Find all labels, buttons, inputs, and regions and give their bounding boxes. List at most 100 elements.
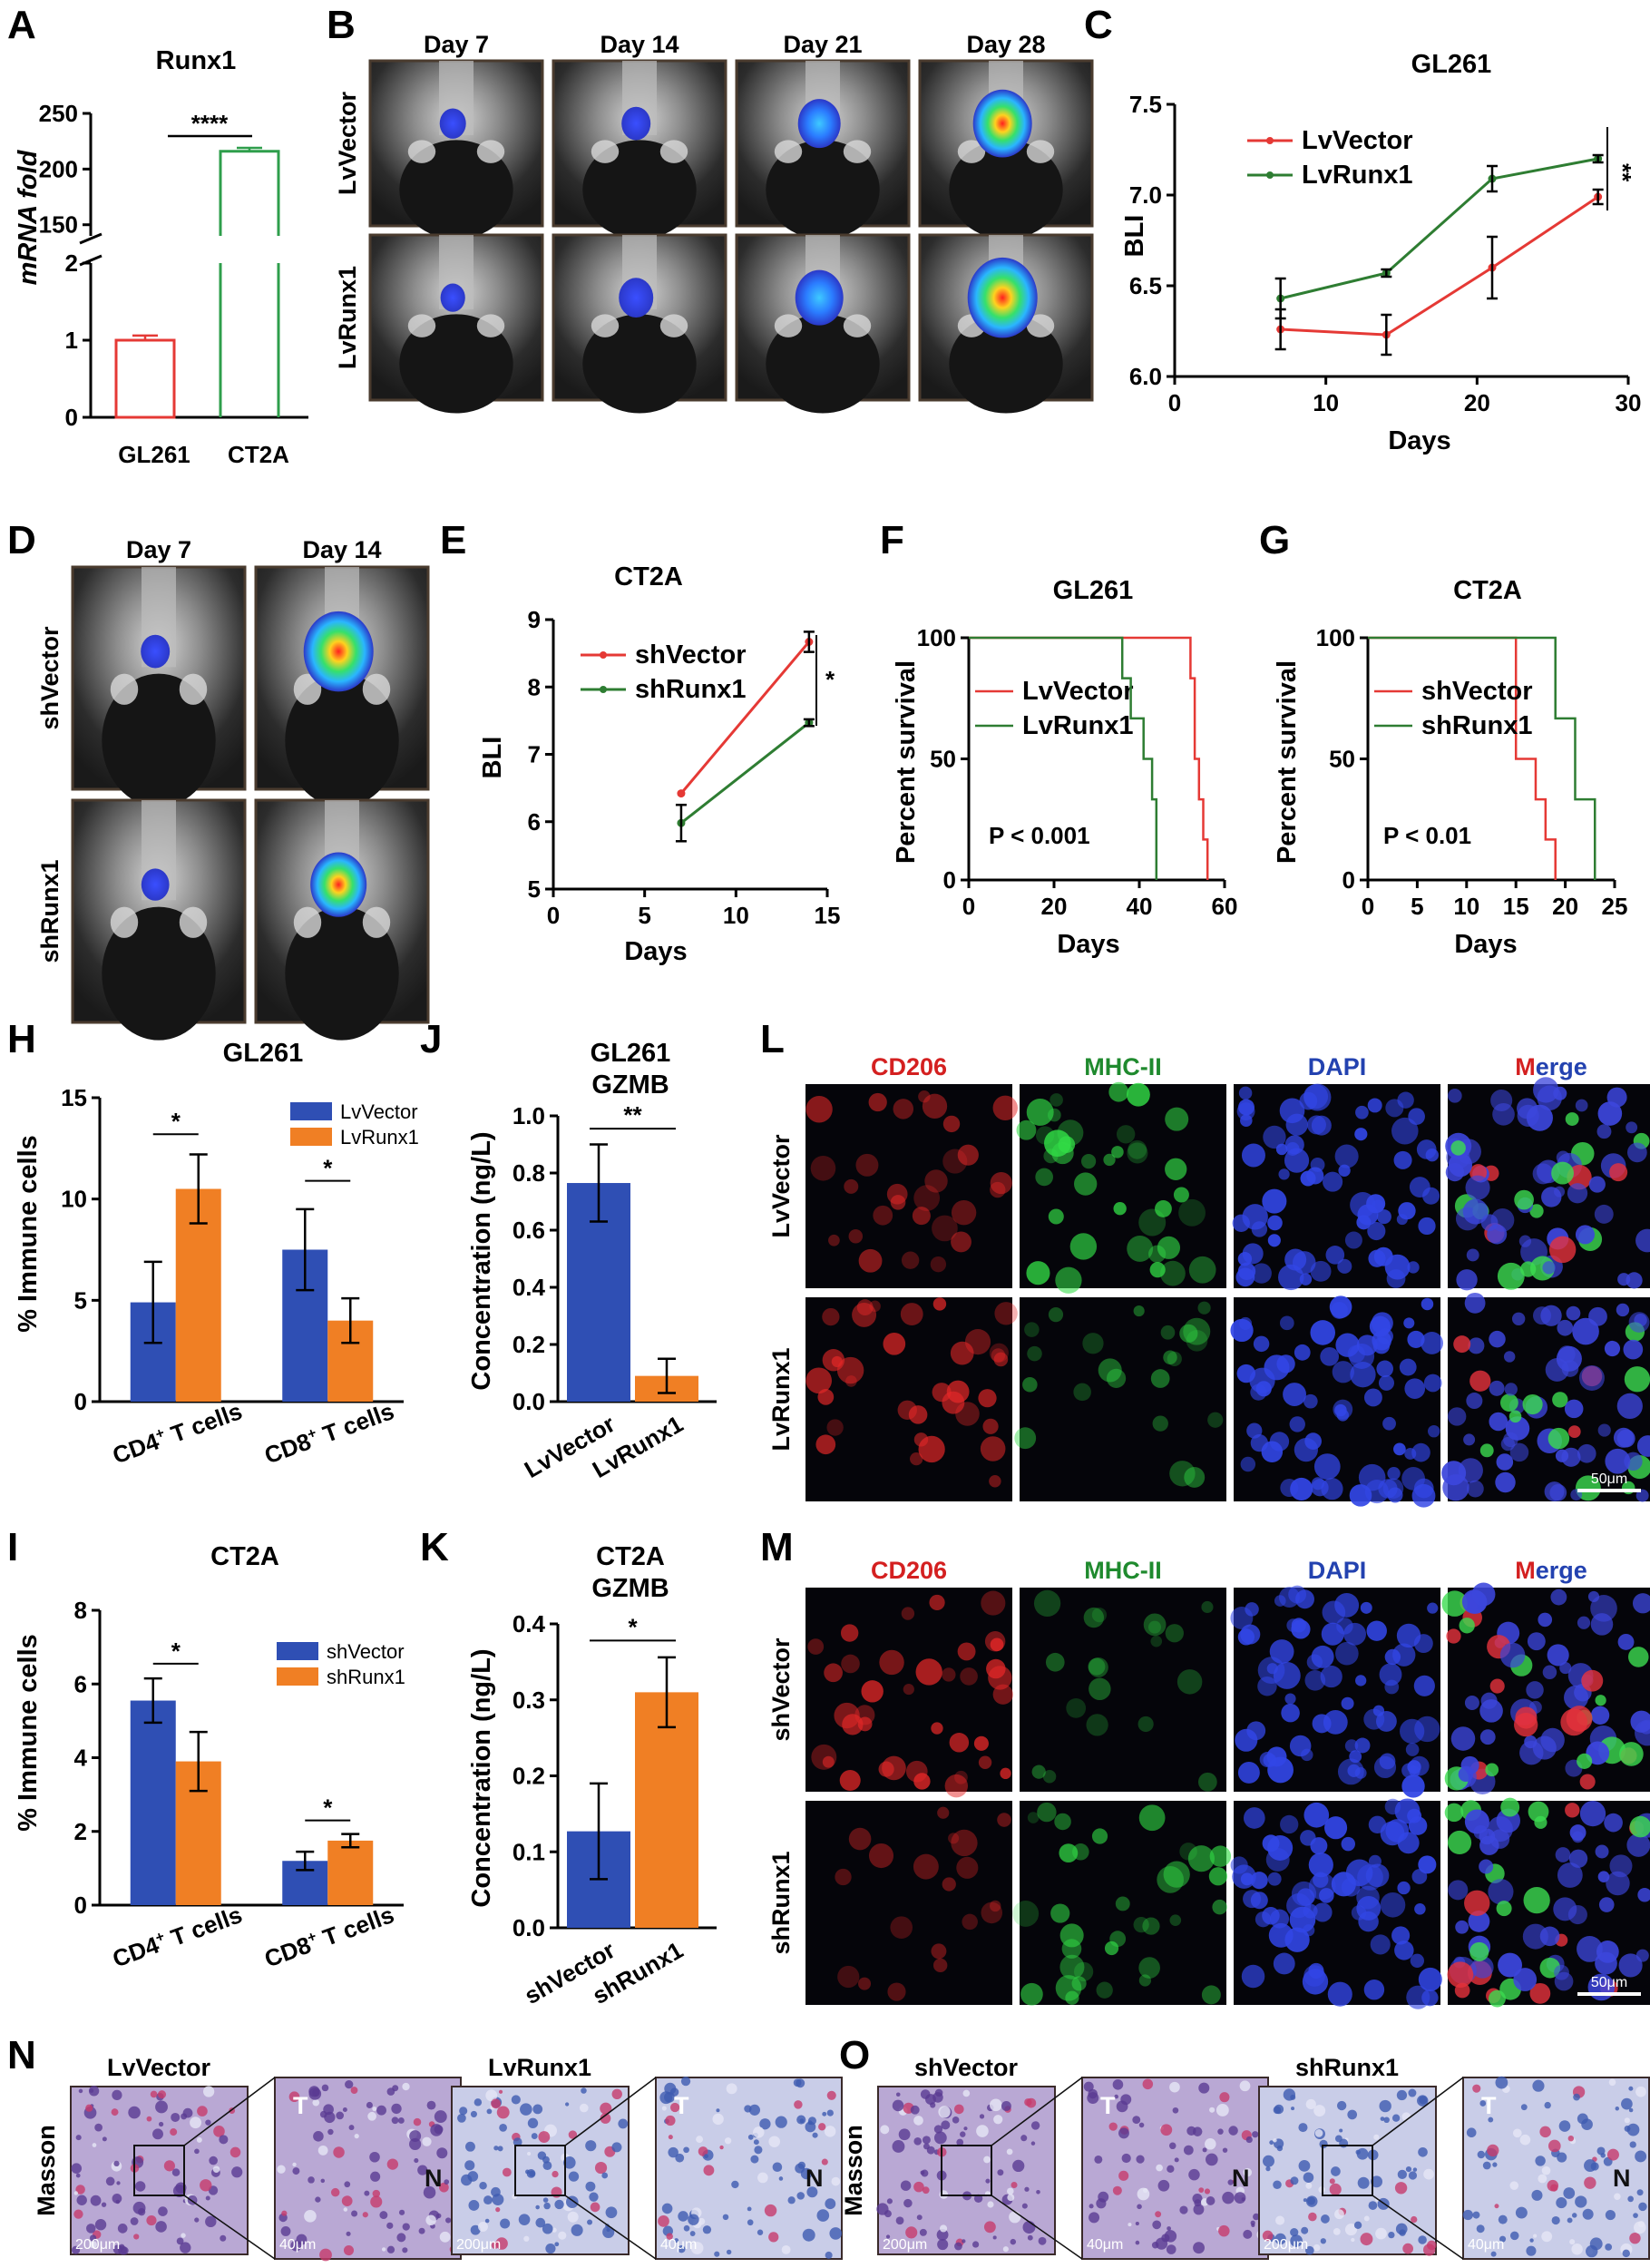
cell	[1529, 1204, 1544, 1218]
zoom-connector	[991, 2077, 1083, 2146]
cell	[1542, 1261, 1556, 1275]
tissue-spot	[292, 2167, 300, 2175]
tissue-spot	[76, 2195, 87, 2205]
tissue-spot	[345, 2079, 354, 2089]
channel-label-part: erge	[1536, 1557, 1587, 1584]
tissue-spot	[1205, 2137, 1216, 2150]
cell	[1250, 1872, 1268, 1890]
cell	[948, 1833, 960, 1844]
tissue-spot	[1089, 2212, 1100, 2224]
zoom-box	[514, 2145, 566, 2196]
tissue-spot	[315, 2196, 321, 2203]
significance-mark-E: *	[825, 666, 835, 693]
cell	[982, 1418, 999, 1434]
chart-title-k-line1: CT2A	[596, 1542, 665, 1571]
tissue-spot	[678, 2245, 686, 2253]
tissue-spot	[802, 2228, 815, 2242]
tissue-spot	[171, 2168, 181, 2176]
bioluminescence-signal	[972, 89, 1032, 158]
tissue-spot	[1132, 2116, 1141, 2125]
bar-K-shRunx1	[635, 1692, 698, 1928]
cell	[1590, 1613, 1614, 1636]
masson-low-mag	[70, 2086, 249, 2255]
tissue-spot	[971, 2241, 980, 2248]
channel-label: CD206	[871, 1557, 947, 1584]
cell	[1020, 1982, 1043, 2006]
legend-label-F: LvVector	[1022, 677, 1134, 706]
tissue-spot	[112, 2194, 122, 2204]
cell	[1450, 1140, 1466, 1156]
y-tick-label-E: 8	[528, 673, 541, 700]
cell	[869, 1300, 881, 1313]
cell	[1547, 1427, 1570, 1450]
cell	[1575, 1099, 1588, 1112]
cell	[1399, 1358, 1417, 1376]
cell	[1421, 1297, 1434, 1311]
y-tick-label-I: 8	[74, 1597, 87, 1624]
tissue-spot	[829, 2227, 843, 2240]
tissue-spot	[1313, 2105, 1326, 2117]
x-tick-label-G: 5	[1411, 893, 1423, 920]
cell	[1577, 1753, 1593, 1769]
tissue-spot	[1519, 2134, 1531, 2146]
cell	[1096, 1981, 1113, 1999]
chart-title-h: GL261	[223, 1039, 304, 1068]
cell	[1594, 1204, 1614, 1224]
tissue-spot	[1160, 2124, 1173, 2136]
cell	[981, 1590, 1006, 1616]
cell	[1519, 1740, 1544, 1765]
tissue-spot	[895, 2092, 901, 2097]
tissue-spot	[1252, 2131, 1259, 2138]
x-tick-label-part: CD8	[260, 1931, 314, 1973]
row-label: LvVector	[334, 91, 361, 195]
y-tick-label-a: 250	[39, 100, 78, 127]
legend-label-G: shVector	[1421, 677, 1533, 706]
tissue-spot	[1331, 2166, 1341, 2176]
tissue-spot	[936, 2228, 949, 2241]
tissue-spot	[367, 2111, 377, 2121]
tissue-spot	[1011, 2182, 1018, 2189]
panel-label-h: H	[7, 1017, 36, 1061]
tissue-spot	[1512, 2128, 1522, 2138]
scale-bar-label: 200μm	[883, 2237, 927, 2253]
cell	[978, 1389, 997, 1408]
tissue-spot	[1319, 2139, 1328, 2149]
tissue-spot	[75, 2135, 82, 2141]
cell	[893, 1099, 914, 1119]
cell	[932, 1215, 958, 1242]
cell	[1270, 1909, 1290, 1929]
tissue-spot	[726, 2083, 737, 2095]
tissue-spot	[351, 2210, 358, 2217]
cell	[1284, 1148, 1310, 1173]
cell	[1511, 1312, 1526, 1325]
tissue-spot	[537, 2151, 547, 2160]
cell	[1080, 1154, 1097, 1169]
cell	[1455, 1920, 1469, 1934]
tissue-spot	[86, 2224, 96, 2234]
tissue-spot	[554, 2199, 564, 2210]
cell	[1489, 1412, 1508, 1432]
cell	[1581, 1669, 1604, 1692]
cell	[1349, 1750, 1362, 1764]
tissue-spot	[1007, 2187, 1014, 2195]
tissue-spot	[484, 2218, 490, 2224]
tissue-spot	[618, 2118, 629, 2129]
tissue-spot	[1577, 2113, 1588, 2125]
cell	[1522, 1393, 1543, 1415]
cell	[1566, 1305, 1581, 1321]
scale-bar-label: 40μm	[660, 2237, 697, 2253]
cell	[957, 1642, 976, 1661]
cell	[1370, 1934, 1391, 1955]
cell	[901, 1251, 920, 1269]
tissue-spot	[430, 2124, 443, 2136]
cell	[1489, 1989, 1506, 2008]
tissue-spot	[831, 2176, 841, 2186]
tissue-spot	[343, 2244, 355, 2256]
legend-label-C: LvRunx1	[1302, 161, 1412, 190]
cell	[826, 1419, 844, 1436]
cell	[1598, 1897, 1615, 1912]
tissue-spot	[702, 2225, 712, 2234]
tissue-spot	[1305, 2195, 1318, 2207]
x-tick-label-F: 20	[1041, 893, 1068, 920]
